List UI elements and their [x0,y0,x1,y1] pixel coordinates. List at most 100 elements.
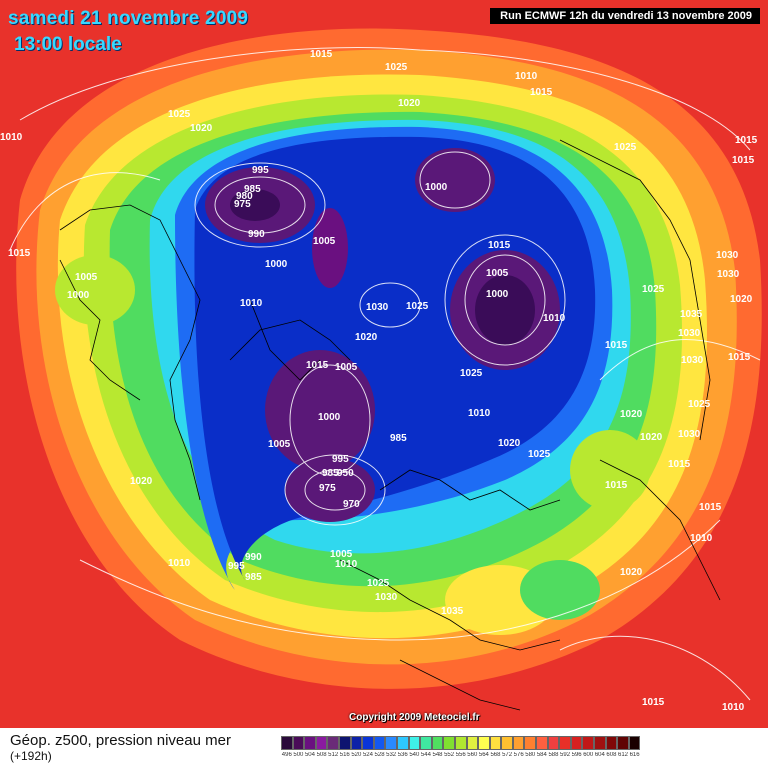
color-scale-labels: 496 500 504 508 512 516 520 524 528 532 536 540 544 5… [281,752,640,758]
pressure-label: 1025 [460,368,483,379]
pressure-label: 1020 [730,294,753,305]
scale-swatch [489,736,502,750]
scale-swatch [281,736,293,750]
pressure-label: 1015 [699,502,722,513]
low-center-west-core [230,189,280,221]
pressure-label: 1000 [265,259,288,270]
scale-swatch [292,736,305,750]
pressure-label: 1005 [75,272,98,283]
scale-swatch [524,736,537,750]
scale-swatch [478,736,490,750]
scale-value-label: 536 [397,752,408,758]
low-center-channel [312,208,348,288]
pressure-label: 1005 [335,362,358,373]
pressure-label: 1030 [678,429,701,440]
scale-value-label: 580 [525,752,536,758]
pressure-label-group: 1015 1025 1010 1015 1010 1015 1015 1025 … [0,49,758,713]
pressure-label: 1025 [168,109,191,120]
pressure-label: 1015 [530,87,553,98]
pressure-label: 1020 [130,476,153,487]
scale-swatch [617,736,629,750]
pressure-label: 1005 [486,268,509,279]
scale-swatch [582,736,595,750]
forecast-time-title: 13:00 locale [14,34,122,55]
pressure-label: 1025 [688,399,711,410]
scale-value-label: 588 [548,752,559,758]
scale-swatch [454,736,467,750]
scale-swatch [420,736,432,750]
scale-value-label: 496 [281,752,292,758]
scale-value-label: 560 [467,752,478,758]
pressure-label: 1010 [515,71,538,82]
pressure-label: 1010 [168,558,191,569]
pressure-label: 1035 [680,309,703,320]
pressure-label: 1030 [366,302,389,313]
scale-value-label: 524 [362,752,373,758]
scale-swatch [350,736,363,750]
scale-value-label: 584 [536,752,547,758]
pressure-label: 1020 [190,123,213,134]
pressure-label: 990 [248,229,265,240]
scale-value-label: 592 [560,752,571,758]
scale-value-label: 600 [583,752,594,758]
low-center-north [415,148,495,212]
pressure-label: 995 [228,561,245,572]
pressure-label: 1030 [678,328,701,339]
scale-value-label: 616 [629,752,640,758]
legend-bar: Géop. z500, pression niveau mer (+192h) … [0,728,768,768]
pressure-label: 975 [319,483,336,494]
pressure-label: 1000 [67,290,90,301]
pressure-label: 1025 [406,301,429,312]
isobars [9,47,761,701]
scale-value-label: 504 [304,752,315,758]
scale-swatch [501,736,513,750]
pressure-label: 1010 [240,298,263,309]
pressure-label: 1020 [498,438,521,449]
scale-swatch [605,736,618,750]
pressure-label: 1010 [543,313,566,324]
scale-value-label: 540 [409,752,420,758]
pressure-label: 1030 [716,250,739,261]
color-scale [281,736,641,750]
pressure-label: 1010 [722,702,745,713]
scale-value-label: 572 [502,752,513,758]
pressure-label: 1030 [375,592,398,603]
scale-value-label: 548 [432,752,443,758]
scale-swatch [338,736,351,750]
pressure-label: 985 [244,184,261,195]
pressure-label: 1020 [620,409,643,420]
scale-value-label: 508 [316,752,327,758]
pressure-label: 1015 [732,155,755,166]
yellow-patch-canada [55,255,135,325]
pressure-label: 1025 [385,62,408,73]
scale-swatch [628,736,641,750]
pressure-label: 1025 [367,578,390,589]
scale-swatch [396,736,409,750]
pressure-label: 950 [337,468,354,479]
scale-value-label: 516 [339,752,350,758]
scale-value-label: 564 [478,752,489,758]
pressure-label: 1015 [306,360,329,371]
pressure-label: 1000 [486,289,509,300]
pressure-label: 1035 [441,606,464,617]
scale-value-label: 512 [328,752,339,758]
scale-swatch [547,736,560,750]
pressure-label: 1015 [605,340,628,351]
pressure-label: 1015 [8,248,31,259]
pressure-label: 1015 [488,240,511,251]
pressure-label: 1005 [313,236,336,247]
legend-title: Géop. z500, pression niveau mer [10,732,231,749]
pressure-label: 1015 [668,459,691,470]
pressure-label: 1010 [690,533,713,544]
scale-swatch [362,736,374,750]
pressure-label: 1005 [330,549,353,560]
low-center-east-core [475,275,535,345]
pressure-label: 985 [390,433,407,444]
pressure-label: 1025 [642,284,665,295]
copyright-notice: Copyright 2009 Meteociel.fr [349,712,480,723]
scale-value-label: 520 [351,752,362,758]
forecast-date-title: samedi 21 novembre 2009 [8,8,249,29]
pressure-label: 1025 [614,142,637,153]
scale-swatch [570,736,583,750]
scale-swatch [315,736,328,750]
